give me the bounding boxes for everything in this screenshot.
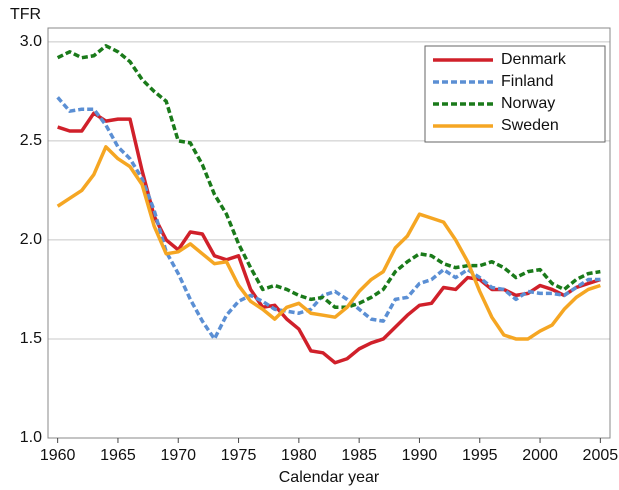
x-tick-label: 1985 <box>341 447 377 464</box>
line-series <box>56 44 601 310</box>
x-tick-label: 1960 <box>40 447 76 464</box>
x-axis-label: Calendar year <box>279 469 380 486</box>
plot-frame <box>47 27 611 439</box>
y-tick-label: 2.0 <box>20 231 42 248</box>
x-tick-label: 1975 <box>221 447 257 464</box>
x-tick-label: 1965 <box>100 447 136 464</box>
legend-label: Sweden <box>501 117 559 134</box>
y-tick-label: 2.5 <box>20 132 42 149</box>
x-tick-label: 1995 <box>462 447 498 464</box>
legend-label: Finland <box>501 73 553 90</box>
line-series <box>57 111 601 365</box>
y-tick-label: 1.0 <box>20 429 42 446</box>
x-tick-label: 1990 <box>402 447 438 464</box>
x-tick-label: 2005 <box>583 447 619 464</box>
legend-label: Denmark <box>501 51 567 68</box>
line-series <box>56 96 601 341</box>
y-tick-label: 1.5 <box>20 330 42 347</box>
x-tick-label: 2000 <box>522 447 558 464</box>
line-series <box>56 145 601 341</box>
x-tick-label: 1970 <box>160 447 196 464</box>
x-tick-label: 1980 <box>281 447 317 464</box>
legend-label: Norway <box>501 95 555 112</box>
y-axis-label: TFR <box>10 6 41 23</box>
y-tick-label: 3.0 <box>20 33 42 50</box>
